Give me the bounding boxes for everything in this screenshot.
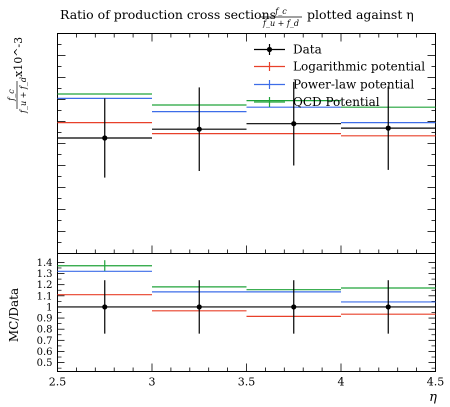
- legend-label-logarithmic: Logarithmic potential: [293, 60, 425, 74]
- ratio-series-0-point: [291, 304, 297, 310]
- title-fraction-num: f_c: [274, 7, 287, 16]
- ratio-series-0-point: [196, 304, 202, 310]
- ratio-y-tick-label: 1.1: [37, 291, 53, 302]
- legend-label-data: Data: [293, 43, 322, 57]
- legend-entry-data: Data: [254, 43, 322, 57]
- main-panel-series: [57, 81, 436, 178]
- x-tick-label: 4: [338, 376, 345, 389]
- title-fraction-den: f_u + f_d: [262, 19, 299, 28]
- x-tick-label: 2.5: [49, 376, 67, 389]
- x-tick-label: 3.5: [238, 376, 256, 389]
- ratio-y-tick-label: 1.3: [37, 269, 53, 280]
- ratio-ylabel: MC/Data: [7, 288, 21, 342]
- ratio-series-0-point: [102, 304, 108, 310]
- ylabel-suffix: x10^-3: [12, 37, 25, 77]
- main-ylabel: f_c f_u + f_d x10^-3: [7, 37, 28, 114]
- x-axis-label: η: [429, 390, 437, 405]
- main-series-0-point: [385, 125, 391, 131]
- main-panel-ticks: [57, 33, 436, 254]
- title-suffix: plotted against η: [307, 7, 414, 22]
- ratio-y-tick-label: 0.9: [37, 314, 53, 325]
- legend-label-power-law: Power-law potential: [293, 78, 414, 92]
- ratio-y-tick-label: 0.7: [37, 336, 53, 347]
- x-tick-label: 4.5: [427, 376, 445, 389]
- legend-entry-logarithmic: Logarithmic potential: [254, 60, 425, 74]
- ratio-y-tick-label: 0.8: [37, 325, 53, 336]
- ratio-series-0-point: [385, 304, 391, 310]
- ratio-panel-ticks: 0.50.60.70.80.911.11.21.31.4: [37, 258, 436, 369]
- legend: Data Logarithmic potential Power-law pot…: [254, 43, 425, 109]
- x-axis-ticks: 2.5 3 3.5 4 4.5: [49, 33, 445, 389]
- main-series-0-point: [196, 126, 202, 132]
- legend-entry-qcd: QCD Potential: [254, 95, 380, 109]
- ylabel-num: f_c: [7, 89, 16, 102]
- ratio-panel-series: [57, 260, 436, 334]
- chart-title: Ratio of production cross sections f_c f…: [60, 7, 414, 28]
- x-tick-label: 3: [149, 376, 156, 389]
- ratio-y-tick-label: 0.6: [37, 347, 53, 358]
- legend-entry-power-law: Power-law potential: [254, 78, 414, 92]
- ratio-y-tick-label: 1.2: [37, 280, 53, 291]
- ratio-y-tick-label: 1: [46, 302, 52, 313]
- main-series-0-point: [102, 135, 108, 141]
- ylabel-den: f_u + f_d: [19, 77, 28, 114]
- main-series-0-point: [291, 121, 297, 127]
- ratio-y-tick-label: 1.4: [37, 258, 53, 269]
- ratio-y-tick-label: 0.5: [37, 358, 53, 369]
- title-text: Ratio of production cross sections: [60, 7, 276, 22]
- legend-label-qcd: QCD Potential: [293, 95, 380, 109]
